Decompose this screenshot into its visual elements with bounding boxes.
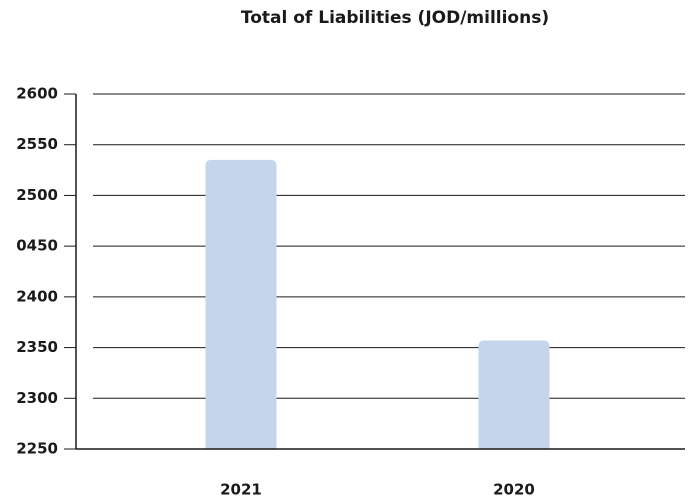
bar xyxy=(205,159,277,449)
chart-title: Total of Liabilities (JOD/millions) xyxy=(241,8,549,28)
x-tick-label: 2020 xyxy=(493,481,535,499)
y-tick-label: 2600 xyxy=(16,85,58,103)
y-tick-label: 0450 xyxy=(16,237,58,255)
y-tick-label: 2500 xyxy=(16,186,58,204)
x-tick-label: 2021 xyxy=(220,481,262,499)
y-tick-label: 2400 xyxy=(16,287,58,305)
y-tick-label: 2300 xyxy=(16,389,58,407)
y-tick-label: 2350 xyxy=(16,338,58,356)
bar xyxy=(478,340,550,449)
y-tick-label: 2550 xyxy=(16,135,58,153)
y-tick-label: 2250 xyxy=(16,440,58,458)
